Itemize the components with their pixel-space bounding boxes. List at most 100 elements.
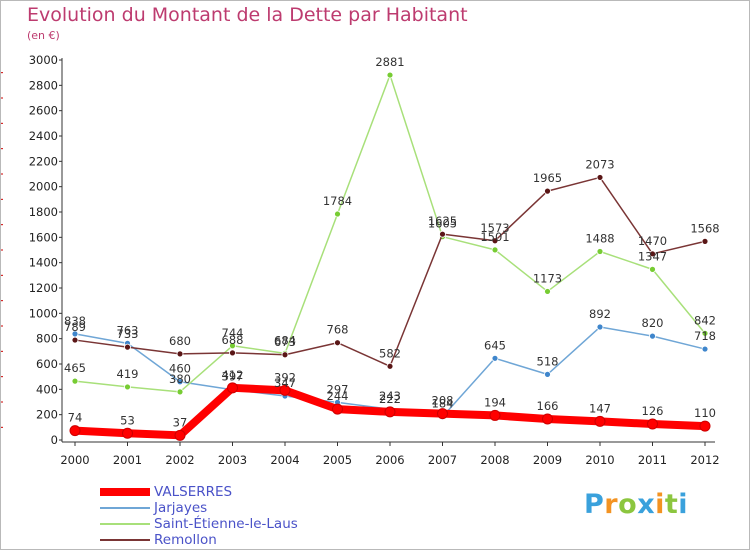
data-label: 842	[694, 313, 716, 327]
legend-item: Remollon	[100, 532, 340, 548]
data-label: 147	[589, 401, 611, 415]
data-point	[596, 174, 604, 181]
data-label: 645	[484, 338, 506, 352]
data-label: 673	[274, 335, 296, 349]
legend-label: Saint-Étienne-le-Laus	[154, 516, 298, 532]
x-tick-label: 2004	[270, 453, 299, 467]
data-label: 1173	[533, 271, 562, 285]
data-point	[491, 246, 499, 254]
data-label: 297	[327, 382, 349, 396]
data-label: 1488	[585, 232, 614, 246]
data-point	[229, 342, 236, 350]
data-label: 684	[274, 333, 296, 347]
data-point	[124, 383, 131, 391]
data-point	[71, 377, 79, 385]
data-point	[701, 237, 709, 245]
chart-legend: VALSERRES Jarjayes Saint-Étienne-le-Laus Re…	[100, 484, 340, 548]
data-label: 2881	[375, 55, 404, 69]
legend-swatch	[100, 488, 150, 496]
data-point	[439, 230, 446, 238]
data-point	[596, 248, 604, 255]
data-label: 37	[173, 415, 188, 429]
data-label: 412	[222, 368, 244, 382]
data-point	[334, 210, 341, 218]
data-point	[176, 388, 184, 396]
data-label: 392	[274, 370, 296, 384]
x-tick-label: 2002	[165, 453, 194, 467]
data-label: 397	[222, 370, 244, 384]
x-tick-label: 2009	[533, 453, 562, 467]
data-point	[281, 351, 289, 359]
x-tick-label: 2010	[585, 453, 614, 467]
data-point	[701, 345, 709, 353]
data-point	[544, 187, 551, 195]
x-tick-label: 2011	[638, 453, 667, 467]
data-label: 110	[694, 406, 716, 420]
y-tick-label: 600	[36, 357, 58, 371]
y-tick-label: 2000	[29, 180, 58, 194]
x-tick-label: 2003	[218, 453, 247, 467]
data-label: 680	[169, 334, 191, 348]
data-label: 789	[64, 320, 86, 334]
data-point	[594, 415, 606, 427]
data-point	[489, 409, 501, 421]
data-label: 465	[64, 361, 86, 375]
y-tick-label: 400	[36, 382, 58, 396]
data-point	[491, 354, 499, 362]
logo-letter: i	[678, 489, 689, 520]
data-label: 768	[327, 323, 349, 337]
x-tick-label: 2008	[480, 453, 509, 467]
y-tick-label: 0	[51, 433, 58, 447]
data-point	[176, 378, 184, 386]
data-label: 208	[432, 394, 454, 408]
data-point	[124, 343, 131, 351]
data-label: 460	[169, 362, 191, 376]
data-label: 53	[120, 413, 135, 427]
data-label: 892	[589, 307, 611, 321]
data-label: 1501	[480, 230, 509, 244]
data-label: 1347	[638, 249, 667, 263]
y-tick-label: 2400	[29, 129, 58, 143]
data-point	[69, 425, 81, 437]
x-tick-label: 2005	[323, 453, 352, 467]
data-label: 166	[537, 399, 559, 413]
data-label: 744	[222, 326, 244, 340]
data-label: 380	[169, 372, 191, 386]
legend-item: VALSERRES	[100, 484, 340, 500]
data-label: 244	[327, 389, 349, 403]
data-label: 184	[432, 397, 454, 411]
data-point	[332, 403, 343, 415]
y-tick-label: 1800	[29, 205, 58, 219]
data-point	[649, 265, 656, 273]
proxiti-logo: Proxiti	[584, 489, 688, 520]
logo-letter: r	[604, 489, 619, 520]
data-label: 820	[642, 316, 664, 330]
data-label: 1470	[638, 234, 667, 248]
data-label: 582	[379, 346, 401, 360]
data-label: 1605	[428, 217, 457, 231]
data-label: 419	[117, 367, 139, 381]
data-label: 1573	[480, 221, 509, 235]
data-point	[384, 406, 396, 418]
data-point	[647, 418, 658, 430]
data-point	[122, 427, 133, 439]
data-point	[279, 384, 291, 396]
data-point	[649, 250, 656, 258]
data-point	[596, 323, 604, 331]
data-label: 518	[537, 354, 559, 368]
chart-title: Evolution du Montant de la Dette par Hab…	[27, 4, 468, 26]
logo-letter: x	[637, 489, 656, 520]
data-point	[544, 288, 551, 295]
x-tick-label: 2007	[428, 453, 457, 467]
data-point	[437, 408, 448, 420]
data-point	[386, 362, 394, 370]
data-label: 763	[117, 323, 139, 337]
data-point	[176, 350, 184, 358]
data-point	[334, 339, 341, 347]
data-label: 74	[68, 411, 83, 425]
data-point	[227, 382, 238, 394]
logo-letter: t	[664, 489, 679, 520]
x-tick-label: 2000	[60, 453, 89, 467]
data-point	[649, 332, 656, 340]
data-point	[544, 370, 551, 378]
